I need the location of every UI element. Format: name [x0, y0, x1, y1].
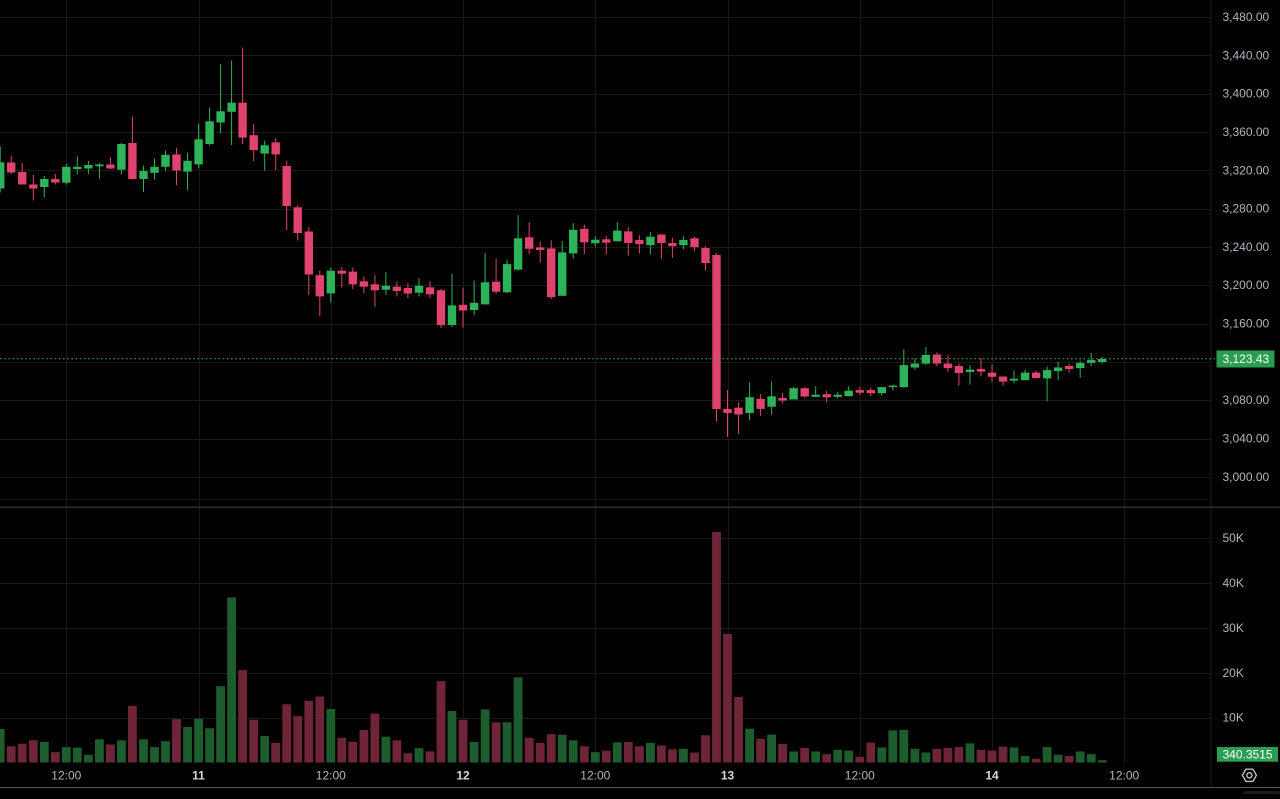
svg-text:3,160.00: 3,160.00: [1223, 317, 1270, 331]
svg-text:3,040.00: 3,040.00: [1223, 432, 1270, 446]
svg-text:30K: 30K: [1223, 621, 1244, 635]
svg-text:340.3515: 340.3515: [1223, 748, 1273, 762]
svg-text:12:00: 12:00: [580, 769, 610, 783]
svg-text:13: 13: [721, 769, 735, 783]
svg-text:10K: 10K: [1223, 711, 1244, 725]
svg-text:3,400.00: 3,400.00: [1223, 87, 1270, 101]
svg-text:12:00: 12:00: [1109, 769, 1139, 783]
svg-text:11: 11: [192, 769, 205, 783]
svg-text:3,200.00: 3,200.00: [1223, 278, 1270, 292]
svg-text:3,240.00: 3,240.00: [1223, 240, 1270, 254]
svg-text:3,360.00: 3,360.00: [1223, 125, 1270, 139]
svg-text:14: 14: [985, 769, 999, 783]
svg-text:40K: 40K: [1223, 576, 1244, 590]
svg-text:12:00: 12:00: [51, 769, 81, 783]
svg-text:3,280.00: 3,280.00: [1223, 202, 1270, 216]
svg-text:3,320.00: 3,320.00: [1223, 163, 1270, 177]
svg-text:12:00: 12:00: [845, 769, 875, 783]
svg-text:3,440.00: 3,440.00: [1223, 48, 1270, 62]
svg-text:3,123.43: 3,123.43: [1223, 352, 1270, 366]
svg-text:12: 12: [456, 769, 470, 783]
svg-text:50K: 50K: [1223, 531, 1244, 545]
svg-text:3,000.00: 3,000.00: [1223, 470, 1270, 484]
svg-text:20K: 20K: [1223, 666, 1244, 680]
svg-text:3,480.00: 3,480.00: [1223, 10, 1270, 24]
svg-text:12:00: 12:00: [316, 769, 346, 783]
svg-text:3,080.00: 3,080.00: [1223, 393, 1270, 407]
